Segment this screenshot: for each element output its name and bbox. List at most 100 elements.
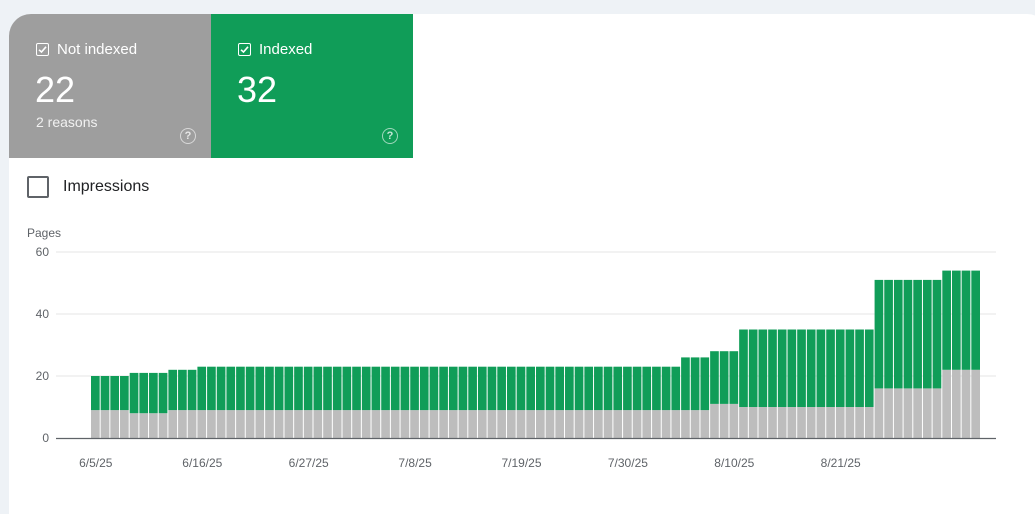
bar-segment-not-indexed (400, 410, 410, 438)
bar-segment-indexed (110, 376, 120, 411)
bar-segment-indexed (526, 366, 535, 411)
bar-segment-not-indexed (197, 410, 207, 438)
bar-segment-not-indexed (226, 410, 236, 438)
bar-segment-indexed (120, 376, 129, 411)
bar-segment-indexed (652, 366, 661, 411)
bar-segment-not-indexed (313, 410, 323, 438)
bar-segment-indexed (922, 279, 932, 389)
bar-segment-indexed (419, 366, 429, 411)
bar-segment-not-indexed (864, 407, 874, 438)
bar-segment-indexed (787, 329, 797, 407)
bar-segment-not-indexed (168, 410, 178, 438)
y-axis-title: Pages (27, 226, 61, 240)
bar-segment-indexed (207, 366, 216, 411)
bar-segment-indexed (245, 366, 255, 411)
bar-segment-indexed (661, 366, 671, 411)
bar-segment-not-indexed (671, 410, 681, 438)
bar-segment-not-indexed (739, 407, 748, 438)
bar-segment-indexed (352, 366, 361, 411)
bar-segment-not-indexed (255, 410, 265, 438)
bar-segment-not-indexed (922, 388, 932, 438)
bar-segment-not-indexed (91, 410, 100, 438)
bar-segment-not-indexed (410, 410, 419, 438)
not-indexed-count: 22 (35, 69, 76, 110)
x-tick-label: 7/19/25 (501, 456, 541, 470)
x-tick-label: 7/30/25 (608, 456, 648, 470)
bar-segment-not-indexed (826, 407, 835, 438)
bar-segment-not-indexed (497, 410, 506, 438)
bar-segment-indexed (361, 366, 371, 411)
bar-segment-not-indexed (458, 410, 468, 438)
checkbox-checked-icon[interactable] (238, 43, 251, 56)
bar-segment-not-indexed (110, 410, 120, 438)
bar-segment-indexed (400, 366, 410, 411)
bar-segment-not-indexed (603, 410, 613, 438)
bar-segment-not-indexed (816, 407, 826, 438)
not-indexed-tile[interactable]: Not indexed 22 2 reasons ? (9, 14, 211, 158)
bar-segment-indexed (477, 366, 487, 411)
bar-segment-indexed (158, 372, 168, 414)
bar-segment-indexed (777, 329, 787, 407)
bar-segment-indexed (594, 366, 603, 411)
bar-segment-not-indexed (236, 410, 245, 438)
bar-segment-not-indexed (961, 369, 971, 438)
bar-segment-not-indexed (129, 413, 139, 438)
bar-segment-indexed (719, 351, 729, 404)
bar-segment-indexed (149, 372, 158, 414)
bar-segment-indexed (565, 366, 574, 411)
bar-segment-not-indexed (787, 407, 797, 438)
bar-segment-not-indexed (642, 410, 652, 438)
bar-segment-indexed (971, 270, 980, 370)
bar-segment-indexed (613, 366, 623, 411)
bar-segment-not-indexed (806, 407, 816, 438)
bar-segment-indexed (961, 270, 971, 370)
bar-segment-indexed (274, 366, 284, 411)
impressions-toggle[interactable]: Impressions (27, 176, 149, 198)
bar-segment-not-indexed (100, 410, 110, 438)
bar-segment-not-indexed (468, 410, 477, 438)
impressions-checkbox[interactable] (27, 176, 49, 198)
bar-segment-indexed (410, 366, 419, 411)
bar-segment-not-indexed (158, 413, 168, 438)
bar-segment-indexed (187, 369, 197, 411)
bar-segment-indexed (642, 366, 652, 411)
checkbox-checked-icon[interactable] (36, 43, 49, 56)
bar-segment-not-indexed (487, 410, 497, 438)
bar-segment-not-indexed (381, 410, 390, 438)
bar-segment-not-indexed (574, 410, 584, 438)
bar-segment-indexed (874, 279, 884, 389)
not-indexed-label: Not indexed (57, 41, 138, 58)
help-icon[interactable]: ? (382, 128, 398, 144)
bar-segment-not-indexed (884, 388, 893, 438)
bar-segment-not-indexed (951, 369, 961, 438)
bar-segment-not-indexed (632, 410, 642, 438)
bar-segment-not-indexed (584, 410, 594, 438)
bar-segment-indexed (381, 366, 390, 411)
help-icon[interactable]: ? (180, 128, 196, 144)
indexed-count: 32 (237, 69, 278, 110)
bar-segment-indexed (516, 366, 526, 411)
bar-segment-not-indexed (149, 413, 158, 438)
bar-segment-not-indexed (429, 410, 439, 438)
bar-segment-not-indexed (284, 410, 294, 438)
bar-segment-indexed (536, 366, 545, 411)
bar-segment-indexed (255, 366, 265, 411)
bar-segment-not-indexed (555, 410, 565, 438)
bar-segment-indexed (826, 329, 835, 407)
bar-segment-indexed (797, 329, 806, 407)
bar-segment-indexed (748, 329, 758, 407)
x-tick-label: 6/5/25 (79, 456, 113, 470)
bar-segment-not-indexed (390, 410, 400, 438)
bar-segment-not-indexed (797, 407, 806, 438)
bar-segment-indexed (91, 376, 100, 411)
bar-segment-not-indexed (903, 388, 913, 438)
bar-segment-indexed (913, 279, 922, 389)
bar-segment-indexed (284, 366, 294, 411)
bar-segment-indexed (429, 366, 439, 411)
bar-segment-indexed (545, 366, 555, 411)
bar-segment-not-indexed (710, 403, 719, 438)
impressions-label: Impressions (63, 178, 150, 195)
bar-segment-indexed (458, 366, 468, 411)
indexed-tile[interactable]: Indexed 32 ? (211, 14, 413, 158)
bar-segment-not-indexed (139, 413, 149, 438)
